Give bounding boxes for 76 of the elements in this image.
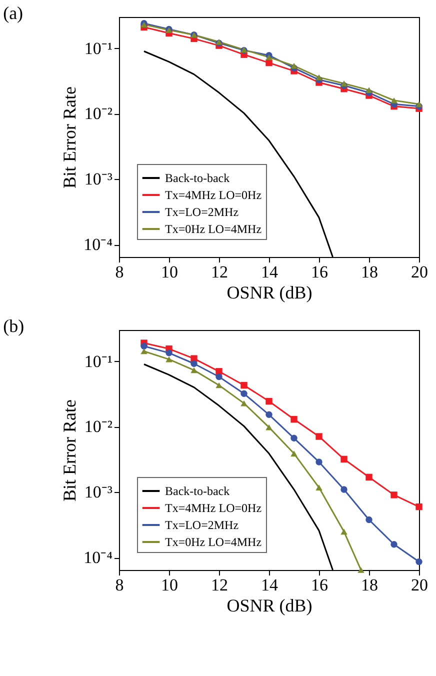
point — [166, 356, 172, 362]
point — [266, 398, 272, 405]
y-tick-label: 10⁻² — [84, 104, 112, 124]
point — [266, 59, 272, 66]
y-tick-label: 10⁻⁴ — [84, 235, 113, 254]
legend-label: Tx=4MHz LO=0Hz — [165, 501, 262, 515]
x-tick-label: 12 — [211, 576, 228, 594]
point — [340, 486, 348, 493]
point — [266, 424, 272, 430]
x-tick-label: 18 — [361, 576, 378, 594]
point — [240, 400, 248, 406]
x-tick-label: 16 — [311, 262, 328, 282]
legend-label: Tx=4MHz LO=0Hz — [165, 188, 262, 202]
y-tick-label: 10⁻⁴ — [84, 548, 113, 568]
x-axis-title: OSNR (dB) — [226, 282, 312, 302]
y-axis-title: Bit Error Rate — [60, 400, 80, 502]
point — [240, 382, 248, 389]
point — [316, 484, 322, 490]
point — [390, 492, 398, 498]
point — [366, 516, 372, 524]
point — [266, 54, 272, 60]
y-tick-label: 10⁻¹ — [84, 38, 112, 58]
point — [190, 360, 198, 367]
x-tick-label: 18 — [361, 262, 378, 282]
x-tick-label: 20 — [411, 576, 428, 594]
x-tick-label: 8 — [115, 262, 124, 282]
point — [290, 450, 298, 456]
point — [266, 411, 272, 418]
legend-label: Tx=LO=2MHz — [165, 518, 239, 532]
x-tick-label: 10 — [161, 576, 178, 594]
point — [190, 367, 198, 374]
point — [416, 101, 422, 108]
y-tick-label: 10⁻³ — [84, 482, 112, 502]
x-tick-label: 12 — [211, 262, 228, 282]
y-tick-label: 10⁻¹ — [84, 352, 112, 371]
legend-label: Tx=LO=2MHz — [165, 205, 239, 219]
point — [216, 373, 222, 380]
x-axis-title: OSNR (dB) — [226, 596, 312, 616]
x-tick-label: 14 — [261, 576, 278, 594]
line-series — [143, 50, 334, 257]
point — [340, 80, 348, 86]
legend-label: Back-to-back — [165, 484, 230, 498]
point — [390, 541, 398, 548]
point — [240, 390, 248, 398]
point — [290, 434, 298, 442]
x-tick-label: 16 — [311, 576, 328, 594]
y-tick-label: 10⁻³ — [84, 170, 112, 189]
y-axis-title: Bit Error Rate — [60, 86, 80, 188]
point — [358, 567, 364, 573]
point — [340, 528, 348, 535]
legend-label: Tx=0Hz LO=4MHz — [165, 535, 262, 549]
line-series — [143, 364, 334, 570]
point — [216, 382, 222, 388]
point — [140, 342, 148, 350]
point — [290, 416, 298, 423]
x-tick-label: 14 — [261, 262, 278, 282]
y-tick-label: 10⁻² — [84, 417, 112, 436]
x-tick-label: 10 — [161, 262, 178, 282]
point — [316, 74, 322, 80]
point — [290, 62, 298, 69]
point — [140, 348, 148, 354]
point — [316, 433, 322, 440]
x-tick-label: 20 — [411, 262, 428, 282]
point — [316, 458, 322, 466]
chart-title: (b) — [3, 316, 24, 336]
legend-label: Back-to-back — [165, 171, 230, 185]
point — [416, 558, 422, 566]
chart-title: (a) — [3, 3, 24, 23]
point — [390, 97, 398, 104]
x-tick-label: 8 — [115, 576, 124, 594]
point — [340, 456, 348, 463]
legend-label: Tx=0Hz LO=4MHz — [165, 222, 262, 236]
point — [366, 87, 372, 93]
point — [416, 503, 422, 510]
point — [366, 474, 372, 481]
point — [166, 350, 172, 356]
